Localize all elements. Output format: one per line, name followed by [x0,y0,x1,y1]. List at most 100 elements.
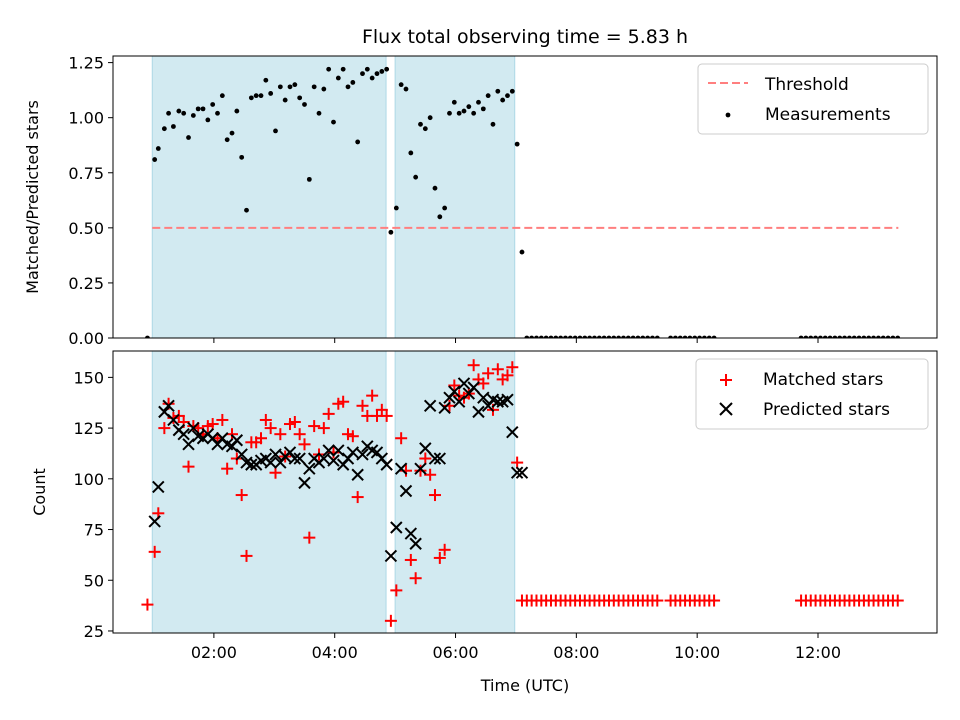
predicted-star-marker [148,515,161,528]
measurement-point [176,108,182,114]
measurement-point [654,335,660,338]
matched-star-marker [322,407,335,420]
matched-star-marker [148,545,161,558]
measurement-point [476,99,481,105]
matched-star-marker [288,416,301,429]
predicted-star-marker [152,480,165,494]
predicted-star-marker [510,466,524,479]
measurement-point [866,335,872,338]
measurement-point [851,335,857,338]
top-x-ticks [213,338,819,343]
predicted-star-marker [356,448,369,461]
measurement-point [451,99,457,105]
measurement-point [331,119,336,125]
predicted-star-marker [409,537,422,550]
measurement-point [321,86,327,92]
bottom-observing-span [151,351,387,633]
predicted-star-marker [419,442,432,455]
measurement-point [650,335,655,338]
top-y-tick-label: 0.25 [68,274,104,293]
bottom-x-tick-label: 04:00 [312,643,358,662]
matched-star-marker [167,411,180,424]
matched-star-marker [482,367,495,380]
measurement-point [282,97,288,103]
measurement-point [186,135,191,140]
measurement-point [437,214,443,220]
predicted-star-marker [438,401,451,415]
measurement-point [471,110,477,116]
measurement-point [837,335,843,338]
top-y-axis-label: Matched/Predicted stars [23,100,42,294]
measurement-point [268,91,274,96]
predicted-star-marker [177,427,190,441]
matched-star-marker [235,489,248,502]
legend-matched-swatch [720,374,732,386]
matched-star-marker [298,438,311,451]
measurement-point [355,139,361,145]
matched-star-marker [491,363,504,376]
measurement-point [393,205,399,211]
measurement-point [384,66,390,72]
measurement-point [248,95,254,101]
matched-star-marker [891,594,904,607]
matched-star-marker [409,572,422,585]
matched-star-marker [259,413,272,426]
matched-star-marker [424,468,437,481]
predicted-star-marker [264,456,277,469]
matched-star-marker [414,464,427,477]
measurement-point [258,93,264,99]
measurement-point [563,335,568,338]
matched-star-marker [390,584,403,597]
predicted-star-marker [506,425,519,439]
matched-star-marker [477,377,490,390]
measurement-point [596,335,602,338]
predicted-star-marker [182,438,195,451]
measurement-point [495,88,501,94]
measurement-point [500,97,506,103]
bottom-y-tick-label: 100 [73,470,104,489]
measurement-point [861,335,867,338]
measurement-point [832,335,838,338]
measurement-point [413,174,419,180]
measurement-point [239,154,245,160]
top-y-tick-label: 0.00 [68,329,104,348]
measurement-point [447,110,452,116]
measurement-point [645,335,651,338]
measurement-point [219,93,225,99]
measurement-point [195,106,201,112]
measurement-point [490,121,496,127]
measurement-point [538,335,544,338]
measurement-point [606,335,612,338]
top-observing-span [151,56,387,338]
measurement-point [706,335,712,338]
measurement-point [302,102,307,107]
matched-star-marker [384,614,397,627]
top-y-tick-label: 0.75 [68,164,104,183]
measurement-point [509,88,515,94]
matched-star-marker [501,369,514,382]
predicted-star-marker [501,393,514,406]
measurement-point [456,110,462,116]
bottom-x-tick-label: 12:00 [795,643,841,662]
matched-star-marker [356,399,369,412]
measurement-point [856,335,862,338]
measurement-point [234,108,240,114]
measurement-point [524,335,530,338]
matched-star-marker [395,432,408,445]
measurement-point [263,77,269,83]
matched-star-marker [264,422,277,435]
measurement-point [529,335,535,338]
measurement-point [692,335,698,338]
predicted-star-marker [327,454,340,467]
measurement-point [885,335,891,338]
measurement-point [200,106,206,112]
matched-star-marker [255,432,268,445]
measurement-point [171,124,176,129]
matched-star-marker [158,422,171,435]
measurement-point [635,335,641,338]
measurement-point [224,137,230,143]
matched-star-marker [293,428,306,441]
bottom-legend: Matched stars Predicted stars [695,358,929,430]
measurement-point [388,229,394,235]
